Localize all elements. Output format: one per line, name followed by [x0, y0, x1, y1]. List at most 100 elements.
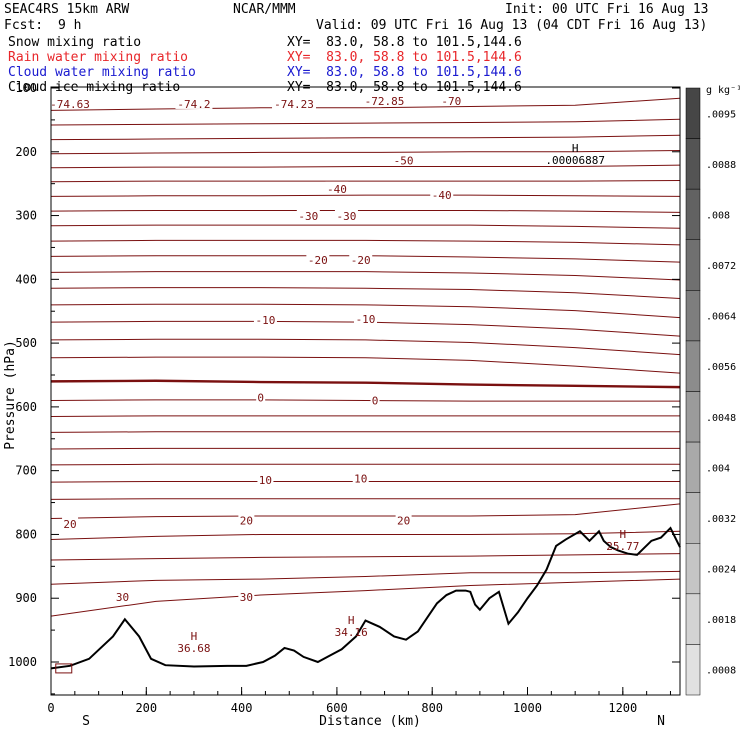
contour-label: -20 — [308, 254, 328, 267]
x-tick-label: 800 — [421, 701, 443, 715]
endpoint-left-label: S — [82, 714, 90, 729]
x-tick-label: 600 — [326, 701, 348, 715]
contour-label: -74.2 — [177, 98, 210, 111]
fcst-label: Fcst: — [4, 18, 44, 33]
y-tick-label: 100 — [15, 81, 37, 95]
contour-label: 0 — [372, 395, 379, 408]
contour-line-15 — [50, 338, 681, 356]
contour-label-layer: -74.63 -74.2 -74.23 -72.85 -70 -50 -40 -40 -30 -3… — [48, 93, 639, 655]
contour-label-bg — [430, 188, 454, 201]
colorbar-label: .008 — [706, 210, 730, 221]
contour-label: -40 — [432, 189, 452, 202]
contour-line-20 — [50, 431, 680, 433]
contour-line-7 — [50, 209, 681, 213]
endpoint-right-label: N — [657, 714, 665, 729]
contour-label: -10 — [356, 313, 376, 326]
colorbar-segment — [685, 290, 701, 342]
colorbar-unit: g kg⁻¹ — [706, 85, 740, 96]
y-tick-label: 400 — [15, 272, 37, 286]
contour-label: -70 — [441, 95, 461, 108]
colorbar-label: .0032 — [706, 514, 736, 525]
x-axis-label: Distance (km) — [319, 714, 421, 729]
model-title: SEAC4RS 15km ARW — [4, 2, 130, 17]
contour-line-4 — [50, 164, 681, 169]
contour-line-25 — [50, 503, 681, 519]
colorbar-segment — [685, 644, 701, 696]
contour-layer — [50, 97, 681, 617]
contour-label: -30 — [298, 210, 318, 223]
contour-label-bg — [349, 253, 373, 266]
field-xy-cloud-water: XY= 83.0, 58.8 to 101.5,144.6 — [287, 65, 522, 80]
contour-line-24 — [50, 498, 680, 500]
contour-label-bg — [392, 153, 416, 166]
contour-label: -10 — [255, 314, 275, 327]
contour-label-bg — [48, 96, 93, 109]
contour-label: -40 — [327, 183, 347, 196]
contour-label-bg — [395, 513, 412, 526]
contour-label-bg — [238, 513, 255, 526]
contour-label-bg — [175, 96, 213, 109]
contour-line-3 — [50, 150, 681, 155]
contour-line-16 — [50, 356, 681, 374]
contour-label: 20 — [397, 514, 410, 527]
colorbar-segment — [685, 87, 701, 139]
axes-layer: 0 200 400 600 800 1000 12001002003004005006007… — [8, 81, 680, 715]
extremum-value: 36.68 — [177, 642, 210, 655]
contour-label-bg — [354, 311, 377, 324]
contour-label-bg — [296, 209, 320, 222]
contour-label: -20 — [351, 254, 371, 267]
contour-line-22 — [50, 463, 680, 466]
x-tick-label: 200 — [135, 701, 157, 715]
contour-label: -50 — [394, 155, 414, 168]
contour-label-bg — [370, 393, 380, 406]
colorbar-label: .0048 — [706, 413, 736, 424]
colorbar-segment — [685, 188, 701, 241]
contour-line-27 — [50, 553, 681, 561]
colorbar-segment — [685, 239, 701, 291]
colorbar-segment — [685, 593, 701, 645]
colorbar: .0095 .0088 .008 .0072 .0064 .0056 .0048 .004 .0… — [685, 87, 736, 696]
contour-label-bg — [334, 209, 358, 222]
extremum-value: 34.16 — [335, 626, 368, 639]
y-tick-label: 700 — [15, 464, 37, 478]
contour-line-6 — [50, 194, 681, 197]
terrain-layer — [50, 526, 681, 674]
colorbar-label: .004 — [706, 463, 730, 474]
contour-label: 20 — [63, 518, 76, 531]
contour-line-12 — [50, 287, 681, 299]
contour-line-19 — [50, 415, 680, 417]
contour-label: -30 — [337, 210, 357, 223]
field-xy-snow: XY= 83.0, 58.8 to 101.5,144.6 — [287, 35, 522, 50]
extremum-marker: H — [348, 614, 355, 627]
contour-label-bg — [362, 93, 407, 106]
contour-label-bg — [253, 313, 277, 326]
contour-line-17 — [50, 379, 681, 389]
colorbar-label: .0024 — [706, 565, 736, 576]
colorbar-label: .0018 — [706, 615, 736, 626]
contour-line-28 — [50, 570, 681, 585]
contour-line-11 — [50, 271, 681, 281]
colorbar-segment — [685, 340, 701, 392]
contour-line-21 — [50, 447, 680, 450]
x-tick-label: 0 — [47, 701, 54, 715]
contour-label-bg — [272, 96, 317, 109]
plot-frame — [50, 86, 681, 696]
contour-label-bg — [238, 589, 255, 602]
terrain-line — [50, 526, 681, 670]
contour-label: 30 — [116, 591, 129, 604]
contour-label: -74.63 — [50, 98, 90, 111]
x-tick-label: 400 — [231, 701, 253, 715]
colorbar-label: .0088 — [706, 160, 736, 171]
org-label: NCAR/MMM — [233, 2, 296, 17]
contour-line-0 — [50, 97, 681, 111]
colorbar-label: .0008 — [706, 666, 736, 677]
contour-label-bg — [114, 589, 131, 602]
contour-label: 30 — [240, 591, 253, 604]
colorbar-segment — [685, 391, 701, 443]
field-name-cloud-water: Cloud water mixing ratio — [8, 65, 196, 80]
contour-label-bg — [325, 181, 349, 194]
y-tick-label: 300 — [15, 209, 37, 223]
colorbar-label: .0072 — [706, 261, 736, 272]
contour-line-8 — [50, 224, 681, 229]
